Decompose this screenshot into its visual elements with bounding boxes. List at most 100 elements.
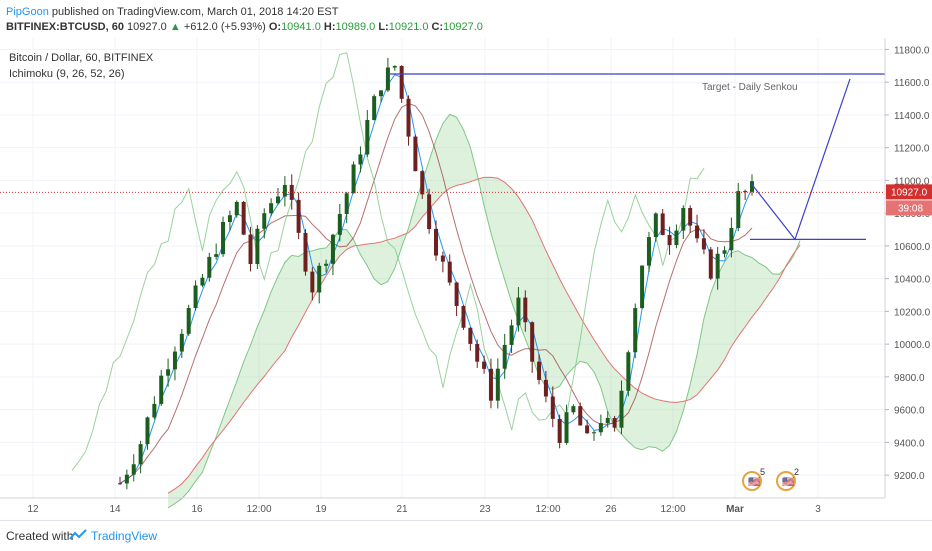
candle-body (262, 213, 267, 229)
candle-body (317, 265, 322, 293)
symbol-label: BITFINEX:BTCUSD, 60 (6, 21, 124, 33)
target-annotation: Target - Daily Senkou (702, 82, 798, 93)
candle-body (750, 181, 754, 192)
candle-body (646, 237, 651, 266)
candle-body (454, 282, 459, 306)
candle-body (241, 201, 246, 235)
candle-body (550, 396, 555, 419)
indicator-legend: Ichimoku (9, 26, 52, 26) (9, 68, 125, 80)
candle-body (303, 232, 308, 272)
candle-body (330, 234, 335, 264)
kijun-line (119, 103, 753, 484)
open-label: O: (268, 21, 282, 33)
candle-body (124, 474, 129, 484)
candle-body (468, 327, 473, 344)
candle-body (626, 352, 631, 391)
y-tick-label: 9600.0 (894, 406, 925, 417)
candle-body (255, 228, 260, 264)
price-chart[interactable]: 9200.0 9400.0 9600.0 9800.0 10000.0 10200.0 10… (0, 38, 932, 520)
y-tick-label: 11400.0 (894, 111, 930, 122)
candle-body (715, 253, 720, 279)
candle-body (145, 417, 150, 445)
candle-body (640, 265, 645, 309)
y-tick-label: 10200.0 (894, 307, 931, 318)
y-tick-label: 11600.0 (894, 78, 930, 89)
y-tick-label: 10400.0 (894, 275, 931, 286)
y-tick-label: 11000.0 (894, 176, 930, 187)
candle-body (701, 238, 706, 250)
candle-body (619, 390, 624, 428)
close-label: C: (431, 21, 444, 33)
candle-body (488, 368, 493, 401)
x-tick-label: 12 (27, 504, 39, 515)
candle-body (708, 249, 713, 279)
event-badge-2[interactable]: 🇺🇸 2 (776, 467, 799, 491)
senkou-span-b (167, 176, 801, 494)
candle-body (482, 361, 487, 369)
candle-body (729, 228, 734, 251)
candle-body (131, 464, 136, 475)
countdown-tag (886, 200, 932, 216)
footer: Created with TradingView (0, 520, 932, 551)
candle-body (118, 483, 122, 485)
publish-text: published on TradingView.com, March 01, … (51, 6, 339, 18)
candle-body (516, 297, 521, 326)
tradingview-brand-link[interactable]: TradingView (91, 529, 158, 543)
candle-body (530, 322, 535, 362)
candle-body (543, 379, 548, 397)
tradingview-logo-icon (69, 529, 87, 540)
event-badge-1-count: 5 (760, 467, 765, 477)
candle-body (337, 214, 342, 235)
countdown-label: 39:08 (898, 203, 923, 214)
candle-body (585, 425, 590, 434)
y-tick-label: 10000.0 (894, 340, 931, 351)
candle-body (406, 98, 411, 137)
candle-body (221, 221, 226, 255)
candle-body (447, 261, 452, 283)
event-badge-2-count: 2 (794, 467, 799, 477)
y-tick-label: 11800.0 (894, 45, 930, 56)
candle-body (502, 344, 507, 369)
candle-body (461, 305, 466, 328)
x-tick-label: 12:00 (246, 504, 271, 515)
candle-body (234, 201, 239, 216)
event-badge-1[interactable]: 🇺🇸 5 (742, 467, 765, 491)
y-tick-label: 9800.0 (894, 373, 925, 384)
candle-body (269, 203, 274, 214)
chart-container[interactable]: 9200.0 9400.0 9600.0 9800.0 10000.0 10200.0 10… (0, 38, 932, 525)
candle-body (385, 67, 390, 91)
candle-body (695, 225, 700, 239)
x-tick-label: 14 (109, 504, 121, 515)
chikou-line (71, 52, 705, 471)
y-tick-label: 9400.0 (894, 438, 925, 449)
candle-body (427, 194, 432, 230)
candle-body (276, 196, 280, 204)
candle-body (571, 406, 576, 413)
candle-body (605, 417, 610, 424)
candle-body (344, 193, 349, 215)
flag-icon: 🇺🇸 (782, 476, 795, 488)
low-value: 10921.0 (388, 21, 429, 33)
created-with-text: Created with (6, 529, 74, 543)
x-tick-label: 16 (191, 504, 203, 515)
candle-body (358, 154, 363, 165)
open-value: 10941.0 (281, 21, 321, 33)
x-tick-label: 12:00 (660, 504, 685, 515)
candle-body (372, 96, 377, 120)
candle-body (592, 432, 596, 434)
price-change: +612.0 (+5.93%) (183, 21, 266, 33)
candle-body (207, 256, 212, 278)
x-tick-label: 3 (815, 504, 821, 515)
candle-body (557, 418, 562, 443)
candle-body (537, 361, 542, 380)
candle-body (138, 444, 143, 465)
candle-body (495, 368, 500, 401)
author-link[interactable]: PipGoon (6, 6, 49, 18)
publish-info: PipGoon published on TradingView.com, Ma… (6, 6, 338, 18)
candle-body (227, 215, 232, 222)
candle-body (660, 213, 665, 235)
candle-body (413, 136, 418, 172)
candle-body (186, 308, 191, 334)
current-price-tag (886, 184, 932, 200)
candle-body (179, 333, 184, 352)
